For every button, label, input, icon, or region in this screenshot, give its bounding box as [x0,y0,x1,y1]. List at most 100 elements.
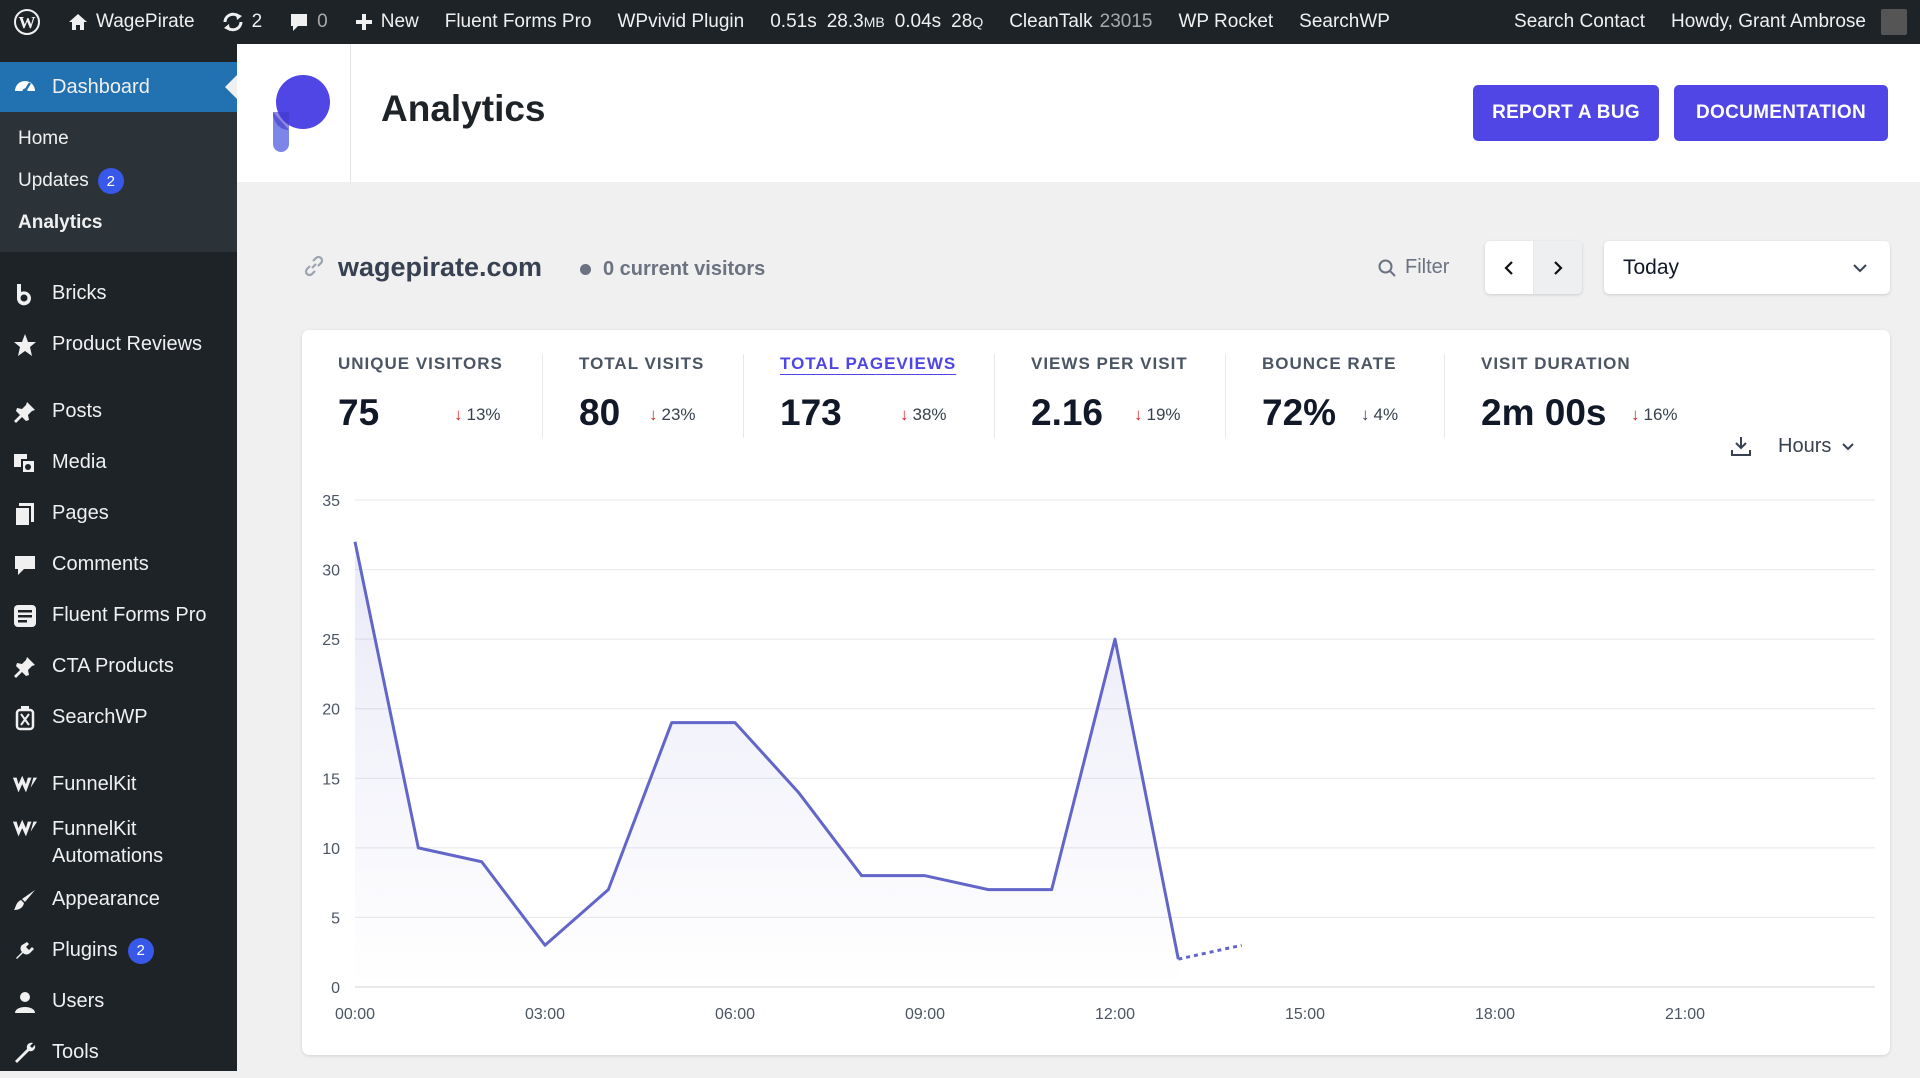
stat-value: 80 [579,392,621,433]
arrow-down-icon: ↓ [1631,405,1640,424]
dashboard-submenu: Home Updates 2 Analytics [0,112,237,252]
sidebar-item-tools[interactable]: Tools [0,1027,237,1078]
stat-bounce-rate[interactable]: BOUNCE RATE 72% ↓ 4% [1262,354,1398,460]
funnelkit-icon [12,816,38,842]
search-contact-menu[interactable]: Search Contact [1501,0,1658,44]
sidebar-item-searchwp[interactable]: SearchWP [0,692,237,743]
stat-unique-visitors[interactable]: UNIQUE VISITORS 75 ↓ 13% [338,354,503,460]
cleantalk-menu[interactable]: CleanTalk 23015 [996,0,1165,44]
search-contact-label: Search Contact [1514,11,1645,32]
site-domain[interactable]: wagepirate.com [338,252,543,282]
header-divider [350,44,351,182]
wordpress-logo-menu[interactable]: W [0,0,54,44]
home-icon [69,14,87,30]
query-monitor-menu[interactable]: 0.51s 28.3MB 0.04s 28Q [757,0,996,44]
updates-menu[interactable]: 2 [208,0,276,44]
sidebar-item-comments[interactable]: Comments [0,539,237,590]
stat-views-per-visit[interactable]: VIEWS PER VISIT 2.16 ↓ 19% [1031,354,1188,460]
stat-change: ↓ 23% [649,405,696,425]
sidebar-item-plugins[interactable]: Plugins 2 [0,925,237,976]
stat-value: 2.16 [1031,392,1104,433]
arrow-down-icon: ↓ [1361,405,1370,424]
my-account-menu[interactable]: Howdy, Grant Ambrose [1658,0,1920,44]
wordpress-icon: W [14,9,40,35]
stat-change-value: 23% [661,405,696,424]
refresh-icon [223,12,243,32]
pageviews-chart[interactable]: 0 5 10 15 20 25 30 35 00:00 03:00 06:00 09:00 12:00 1… [302,480,1890,1055]
sidebar-item-cta-products[interactable]: CTA Products [0,641,237,692]
link-icon[interactable] [302,254,326,278]
stat-divider [994,354,995,438]
sidebar-item-dashboard[interactable]: Dashboard [0,62,237,112]
x-tick-label: 00:00 [335,1006,375,1023]
wpvivid-menu[interactable]: WPvivid Plugin [605,0,758,44]
stats-card: UNIQUE VISITORS 75 ↓ 13% TOTAL VISITS 80 … [302,330,1890,1055]
period-select[interactable]: Today [1604,241,1890,294]
fluent-forms-menu[interactable]: Fluent Forms Pro [432,0,605,44]
period-value: Today [1623,255,1680,279]
comments-menu[interactable]: 0 [275,0,341,44]
stat-queries: 28Q [951,11,983,33]
next-period-button[interactable] [1533,241,1582,294]
sidebar-item-bricks[interactable]: Bricks [0,268,237,319]
status-dot [580,264,591,275]
stat-change: ↓ 16% [1631,405,1678,425]
sidebar-item-users[interactable]: Users [0,976,237,1027]
plausible-logo [273,75,330,152]
avatar [1881,9,1907,35]
site-name-menu[interactable]: WagePirate [54,0,208,44]
interval-value: Hours [1778,435,1832,457]
plus-icon [355,14,372,30]
sidebar-item-product-reviews[interactable]: Product Reviews [0,319,237,370]
interval-select[interactable]: Hours [1778,435,1855,458]
comments-icon [12,552,38,578]
previous-period-button[interactable] [1485,241,1533,294]
funnelkit-icon [12,772,38,798]
sidebar-item-media[interactable]: Media [0,437,237,488]
filter-label: Filter [1405,256,1450,278]
lantern-icon [12,705,38,731]
stat-change-value: 13% [466,405,501,424]
report-bug-button[interactable]: REPORT A BUG [1473,85,1659,141]
stat-label: TOTAL VISITS [579,354,705,373]
admin-bar: W WagePirate 2 0 New Fluent Forms Pro WP… [0,0,1920,44]
sidebar-item-funnelkit[interactable]: FunnelKit [0,759,237,810]
stat-visit-duration[interactable]: VISIT DURATION 2m 00s ↓ 16% [1481,354,1678,460]
stat-change: ↓ 38% [900,405,947,425]
stat-total-pageviews[interactable]: TOTAL PAGEVIEWS 173 ↓ 38% [780,354,956,460]
pin-icon [12,654,38,680]
submenu-analytics[interactable]: Analytics [0,202,237,244]
download-icon[interactable] [1730,435,1752,457]
filter-button[interactable]: Filter [1377,256,1449,279]
stat-memory-unit: MB [863,14,885,30]
chevron-down-icon [1853,263,1867,272]
sidebar-item-label: Media [52,451,107,473]
current-visitors[interactable]: 0 current visitors [580,258,765,281]
arrow-down-icon: ↓ [900,405,909,424]
x-tick-label: 18:00 [1475,1006,1515,1023]
sidebar-item-fluent-forms-pro[interactable]: Fluent Forms Pro [0,590,237,641]
sidebar-item-funnelkit-automations[interactable]: FunnelKit Automations [0,810,237,874]
page-title: Analytics [381,88,546,129]
sidebar-item-posts[interactable]: Posts [0,386,237,437]
submenu-updates[interactable]: Updates 2 [0,160,237,202]
submenu-home[interactable]: Home [0,118,237,160]
sidebar-item-pages[interactable]: Pages [0,488,237,539]
stat-label: TOTAL PAGEVIEWS [780,354,957,373]
chevron-down-icon [1842,442,1855,450]
new-content-menu[interactable]: New [341,0,432,44]
sidebar-item-label: FunnelKit Automations [52,818,164,867]
wp-rocket-menu[interactable]: WP Rocket [1165,0,1286,44]
form-icon [12,603,38,629]
stat-total-visits[interactable]: TOTAL VISITS 80 ↓ 23% [579,354,704,460]
submenu-updates-label: Updates [18,170,89,191]
comments-count: 0 [317,11,328,32]
sidebar-item-appearance[interactable]: Appearance [0,874,237,925]
documentation-button[interactable]: DOCUMENTATION [1674,85,1888,141]
searchwp-menu[interactable]: SearchWP [1286,0,1403,44]
cleantalk-count: 23015 [1099,11,1153,32]
sidebar-item-label: Bricks [52,282,107,304]
arrow-down-icon: ↓ [1134,405,1143,424]
sidebar-item-label: FunnelKit [52,773,137,795]
sidebar-item-label: Dashboard [52,75,150,98]
